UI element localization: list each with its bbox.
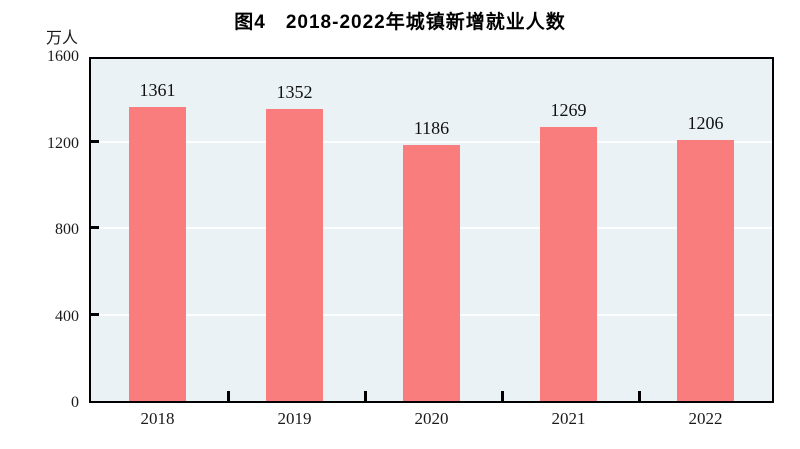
- y-tick-label: 0: [71, 394, 79, 411]
- bar-value-label: 1269: [550, 99, 587, 120]
- bar-2020: [403, 144, 460, 401]
- y-axis-tick-mark: [91, 139, 99, 143]
- y-tick-label: 400: [55, 307, 79, 325]
- x-tick-label: 2020: [414, 409, 449, 428]
- bar-value-label: 1352: [276, 81, 313, 102]
- bar-2021: [540, 126, 597, 401]
- bar-value-label: 1206: [687, 113, 724, 134]
- x-tick-label: 2022: [688, 409, 723, 428]
- x-tick-label: 2021: [551, 409, 586, 428]
- x-tick-label: 2019: [277, 409, 312, 428]
- plot-area: 1361 1352 1186 1269 1206: [89, 57, 774, 403]
- bar-2018: [129, 106, 186, 401]
- x-axis-tick-mark: [637, 391, 641, 401]
- bar-2022: [677, 140, 734, 401]
- y-axis-tick-mark: [91, 312, 99, 316]
- y-tick-label: 1200: [47, 134, 79, 152]
- y-axis-tick-mark: [91, 226, 99, 229]
- bar-value-label: 1186: [413, 117, 450, 138]
- y-tick-label: 1600: [47, 48, 79, 65]
- x-axis-tick-mark: [363, 391, 367, 401]
- bar-2019: [266, 108, 323, 401]
- chart-title: 图4 2018-2022年城镇新增就业人数: [234, 12, 566, 33]
- gridline: [91, 140, 772, 143]
- bar-value-label: 1361: [139, 79, 176, 100]
- x-tick-label: 2018: [140, 409, 175, 428]
- x-axis-tick-mark: [500, 391, 504, 401]
- x-axis-tick-mark: [226, 391, 230, 401]
- y-axis-unit-label: 万人: [45, 30, 78, 47]
- y-tick-label: 800: [55, 221, 79, 238]
